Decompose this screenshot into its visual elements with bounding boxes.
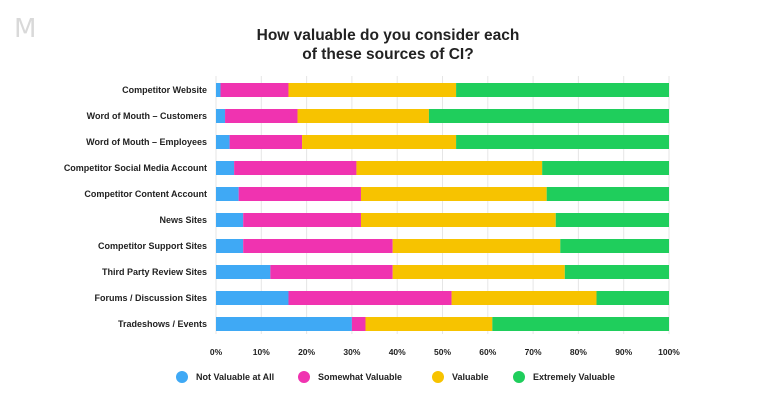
bar-segment [225, 109, 298, 123]
bar-segment [351, 317, 366, 331]
bar-segment [560, 239, 669, 253]
bar-segment [365, 317, 493, 331]
bar-segment [216, 83, 221, 97]
category-label: Competitor Website [122, 85, 207, 95]
bar-segment [243, 213, 361, 227]
bar-segment [216, 135, 230, 149]
category-label: Competitor Social Media Account [64, 163, 207, 173]
bar-segment [456, 135, 669, 149]
bar-segment [542, 161, 669, 175]
bar-segment [451, 291, 597, 305]
bar-segment [428, 109, 669, 123]
category-label: Competitor Content Account [84, 189, 207, 199]
bar-segment [216, 187, 239, 201]
legend-marker [513, 371, 525, 383]
x-tick-label: 40% [389, 347, 406, 357]
legend-marker [432, 371, 444, 383]
x-tick-label: 30% [343, 347, 360, 357]
x-tick-label: 10% [253, 347, 270, 357]
legend-marker [176, 371, 188, 383]
legend-label: Valuable [452, 372, 489, 382]
bar-segment [238, 187, 361, 201]
bar-segment [216, 291, 289, 305]
x-tick-label: 90% [615, 347, 632, 357]
bar-segment [596, 291, 669, 305]
bar-segment [216, 317, 352, 331]
category-label: Word of Mouth – Customers [87, 111, 207, 121]
bar-segment [288, 83, 457, 97]
category-label: Competitor Support Sites [98, 241, 207, 251]
bar-segment [564, 265, 669, 279]
legend-label: Not Valuable at All [196, 372, 274, 382]
bar-segment [216, 109, 226, 123]
bar-segment [546, 187, 669, 201]
chart-title: How valuable do you consider each of the… [0, 26, 776, 64]
x-tick-label: 80% [570, 347, 587, 357]
x-tick-label: 100% [658, 347, 680, 357]
x-tick-label: 0% [210, 347, 223, 357]
category-label: Third Party Review Sites [102, 267, 207, 277]
bar-segment [216, 161, 235, 175]
category-label: Forums / Discussion Sites [94, 293, 207, 303]
bar-segment [234, 161, 357, 175]
x-tick-label: 70% [525, 347, 542, 357]
bar-segment [216, 213, 244, 227]
bar-segment [360, 213, 556, 227]
bar-segment [229, 135, 303, 149]
category-label: News Sites [159, 215, 207, 225]
bar-segment [288, 291, 452, 305]
bar-segment [360, 187, 547, 201]
bar-segment [392, 265, 565, 279]
brand-logo: M [14, 14, 37, 44]
bar-segment [456, 83, 669, 97]
category-label: Word of Mouth – Employees [86, 137, 207, 147]
bar-segment [555, 213, 669, 227]
bar-segment [270, 265, 393, 279]
bar-segment [302, 135, 457, 149]
x-tick-label: 20% [298, 347, 315, 357]
x-tick-label: 50% [434, 347, 451, 357]
bar-segment [216, 239, 244, 253]
legend-label: Extremely Valuable [533, 372, 615, 382]
chart-title-line-2: of these sources of CI? [302, 46, 474, 63]
bar-segment [392, 239, 561, 253]
legend-marker [298, 371, 310, 383]
chart-title-line-1: How valuable do you consider each [256, 27, 520, 44]
bar-segment [356, 161, 543, 175]
bar-segment [492, 317, 669, 331]
bar-segment [216, 265, 271, 279]
bar-segment [297, 109, 429, 123]
bar-segment [220, 83, 289, 97]
bar-segment [243, 239, 393, 253]
x-tick-label: 60% [479, 347, 496, 357]
legend-label: Somewhat Valuable [318, 372, 402, 382]
category-label: Tradeshows / Events [118, 319, 207, 329]
